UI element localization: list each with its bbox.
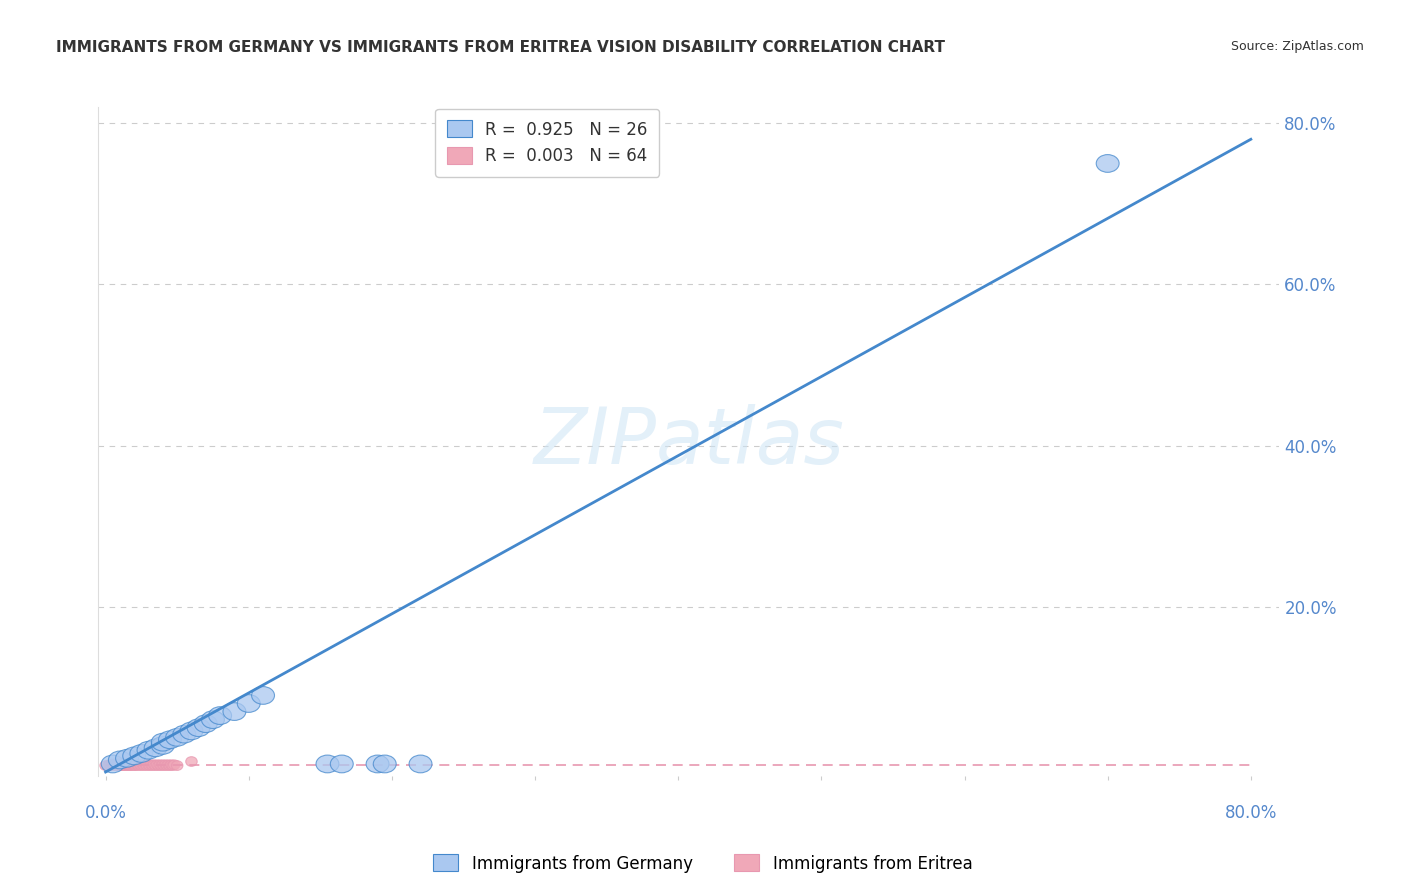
Ellipse shape: [330, 756, 353, 772]
Ellipse shape: [108, 761, 120, 771]
Ellipse shape: [120, 760, 131, 770]
Ellipse shape: [238, 695, 260, 713]
Ellipse shape: [110, 760, 121, 770]
Ellipse shape: [162, 761, 173, 771]
Ellipse shape: [115, 761, 127, 771]
Ellipse shape: [115, 759, 127, 769]
Ellipse shape: [134, 760, 146, 770]
Ellipse shape: [141, 760, 152, 770]
Ellipse shape: [107, 759, 118, 769]
Ellipse shape: [159, 761, 170, 771]
Ellipse shape: [201, 711, 225, 729]
Ellipse shape: [208, 706, 232, 724]
Ellipse shape: [169, 760, 180, 770]
Ellipse shape: [111, 761, 122, 771]
Ellipse shape: [105, 761, 117, 771]
Ellipse shape: [187, 719, 209, 737]
Ellipse shape: [156, 761, 167, 771]
Ellipse shape: [160, 760, 172, 770]
Ellipse shape: [152, 737, 174, 755]
Ellipse shape: [186, 756, 197, 766]
Ellipse shape: [152, 733, 174, 751]
Ellipse shape: [129, 745, 153, 763]
Ellipse shape: [131, 760, 143, 770]
Ellipse shape: [125, 761, 136, 771]
Ellipse shape: [104, 760, 115, 770]
Ellipse shape: [172, 761, 183, 771]
Ellipse shape: [142, 761, 153, 771]
Ellipse shape: [316, 756, 339, 772]
Ellipse shape: [128, 759, 141, 769]
Ellipse shape: [1097, 154, 1119, 172]
Ellipse shape: [122, 760, 134, 770]
Ellipse shape: [122, 761, 134, 771]
Ellipse shape: [103, 761, 114, 771]
Ellipse shape: [114, 758, 125, 768]
Ellipse shape: [165, 761, 176, 771]
Ellipse shape: [148, 761, 159, 771]
Ellipse shape: [136, 760, 149, 770]
Ellipse shape: [120, 761, 131, 771]
Ellipse shape: [101, 756, 124, 772]
Ellipse shape: [100, 761, 111, 771]
Ellipse shape: [132, 761, 145, 771]
Ellipse shape: [157, 760, 169, 770]
Ellipse shape: [150, 761, 162, 771]
Ellipse shape: [166, 760, 177, 770]
Ellipse shape: [115, 749, 139, 767]
Ellipse shape: [114, 761, 125, 771]
Ellipse shape: [173, 725, 195, 743]
Ellipse shape: [252, 687, 274, 705]
Text: Source: ZipAtlas.com: Source: ZipAtlas.com: [1230, 40, 1364, 54]
Ellipse shape: [111, 760, 122, 770]
Ellipse shape: [121, 761, 132, 771]
Ellipse shape: [118, 761, 129, 771]
Ellipse shape: [112, 759, 124, 769]
Legend: Immigrants from Germany, Immigrants from Eritrea: Immigrants from Germany, Immigrants from…: [427, 847, 979, 880]
Ellipse shape: [121, 759, 132, 769]
Ellipse shape: [124, 761, 135, 771]
Legend: R =  0.925   N = 26, R =  0.003   N = 64: R = 0.925 N = 26, R = 0.003 N = 64: [436, 109, 659, 177]
Ellipse shape: [409, 756, 432, 772]
Ellipse shape: [159, 731, 181, 748]
Ellipse shape: [163, 760, 174, 770]
Ellipse shape: [117, 761, 128, 771]
Ellipse shape: [167, 761, 179, 771]
Ellipse shape: [139, 761, 150, 771]
Text: 80.0%: 80.0%: [1225, 805, 1277, 822]
Ellipse shape: [118, 759, 129, 769]
Ellipse shape: [129, 761, 142, 771]
Ellipse shape: [117, 760, 128, 770]
Text: ZIPatlas: ZIPatlas: [533, 403, 845, 480]
Ellipse shape: [145, 761, 156, 771]
Ellipse shape: [180, 722, 202, 739]
Ellipse shape: [136, 741, 160, 759]
Ellipse shape: [224, 703, 246, 721]
Ellipse shape: [128, 761, 141, 771]
Ellipse shape: [108, 751, 131, 769]
Ellipse shape: [145, 739, 167, 756]
Ellipse shape: [366, 756, 389, 772]
Ellipse shape: [155, 760, 166, 770]
Ellipse shape: [152, 760, 163, 770]
Ellipse shape: [107, 760, 118, 770]
Ellipse shape: [124, 759, 135, 769]
Ellipse shape: [153, 761, 165, 771]
Text: IMMIGRANTS FROM GERMANY VS IMMIGRANTS FROM ERITREA VISION DISABILITY CORRELATION: IMMIGRANTS FROM GERMANY VS IMMIGRANTS FR…: [56, 40, 945, 55]
Ellipse shape: [135, 761, 148, 771]
Ellipse shape: [146, 760, 157, 770]
Ellipse shape: [127, 760, 139, 770]
Ellipse shape: [149, 760, 160, 770]
Ellipse shape: [112, 761, 124, 771]
Ellipse shape: [114, 760, 125, 770]
Ellipse shape: [122, 747, 146, 764]
Text: 0.0%: 0.0%: [84, 805, 127, 822]
Ellipse shape: [166, 729, 188, 747]
Ellipse shape: [110, 759, 121, 769]
Ellipse shape: [373, 756, 396, 772]
Ellipse shape: [194, 714, 218, 732]
Ellipse shape: [143, 760, 155, 770]
